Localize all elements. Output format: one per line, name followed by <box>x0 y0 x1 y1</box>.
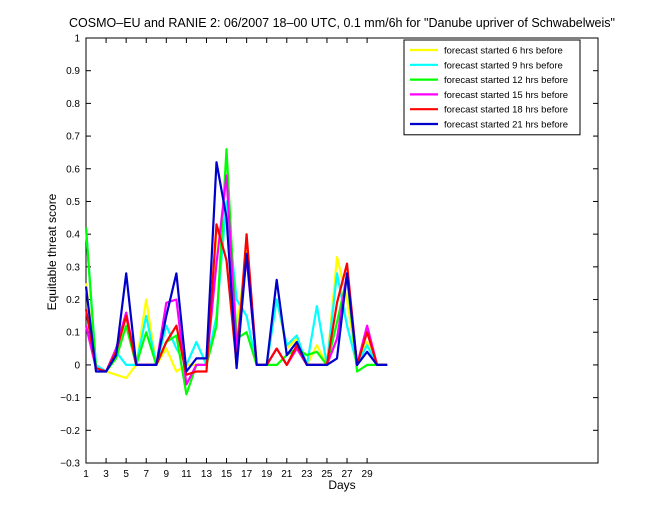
chart-title: COSMO–EU and RANIE 2: 06/2007 18–00 UTC,… <box>69 16 615 30</box>
y-tick-label: 0.1 <box>66 328 80 339</box>
legend-label-5: forecast started 18 hrs before <box>444 105 568 116</box>
x-tick-label: 27 <box>341 469 353 480</box>
y-tick-label: 0.6 <box>66 164 80 175</box>
x-tick-label: 13 <box>201 469 213 480</box>
x-tick-label: 25 <box>321 469 333 480</box>
y-tick-label: −0.1 <box>60 393 80 404</box>
series-line-6 <box>84 161 388 373</box>
y-tick-label: 0.4 <box>66 230 80 241</box>
y-tick-label: 0.8 <box>66 99 80 110</box>
y-tick-label: 0.5 <box>66 197 80 208</box>
x-tick-label: 7 <box>143 469 149 480</box>
legend-box <box>403 39 581 136</box>
x-tick-label: 23 <box>301 469 313 480</box>
x-tick-label: 17 <box>241 469 253 480</box>
y-tick-label: −0.3 <box>60 459 80 470</box>
x-tick-label: 29 <box>362 469 374 480</box>
y-axis-label: Equitable threat score <box>45 193 59 310</box>
legend: forecast started 6 hrs before forecast st… <box>403 39 581 136</box>
y-tick-label: 0 <box>74 360 80 371</box>
y-axis: −0.3 −0.2 −0.1 0 0.1 0.2 0.3 0.4 0.5 0.6 0.7 0.8 0.9… <box>60 34 598 470</box>
x-tick-label: 1 <box>83 469 89 480</box>
x-tick-label: 15 <box>221 469 233 480</box>
legend-label-2: forecast started 9 hrs before <box>444 60 563 71</box>
x-tick-label: 3 <box>103 469 109 480</box>
y-tick-label: 1 <box>74 34 80 45</box>
legend-label-4: forecast started 15 hrs before <box>444 90 568 101</box>
x-tick-label: 11 <box>181 469 192 480</box>
legend-label-6: forecast started 21 hrs before <box>444 120 568 131</box>
y-tick-label: 0.9 <box>66 66 80 77</box>
legend-label-3: forecast started 12 hrs before <box>444 75 568 86</box>
x-axis-label: Days <box>328 478 355 492</box>
x-tick-label: 5 <box>123 469 129 480</box>
series-lines <box>84 148 388 396</box>
y-tick-label: 0.3 <box>66 262 80 273</box>
y-tick-label: 0.2 <box>66 295 80 306</box>
legend-label-1: forecast started 6 hrs before <box>444 46 563 57</box>
x-axis: 1 3 5 7 9 11 13 15 17 19 21 23 25 27 29 <box>83 38 373 480</box>
x-tick-label: 19 <box>261 469 273 480</box>
x-tick-label: 9 <box>164 469 170 480</box>
x-tick-label: 21 <box>281 469 293 480</box>
y-tick-label: −0.2 <box>60 426 80 437</box>
y-tick-label: 0.7 <box>66 132 80 143</box>
